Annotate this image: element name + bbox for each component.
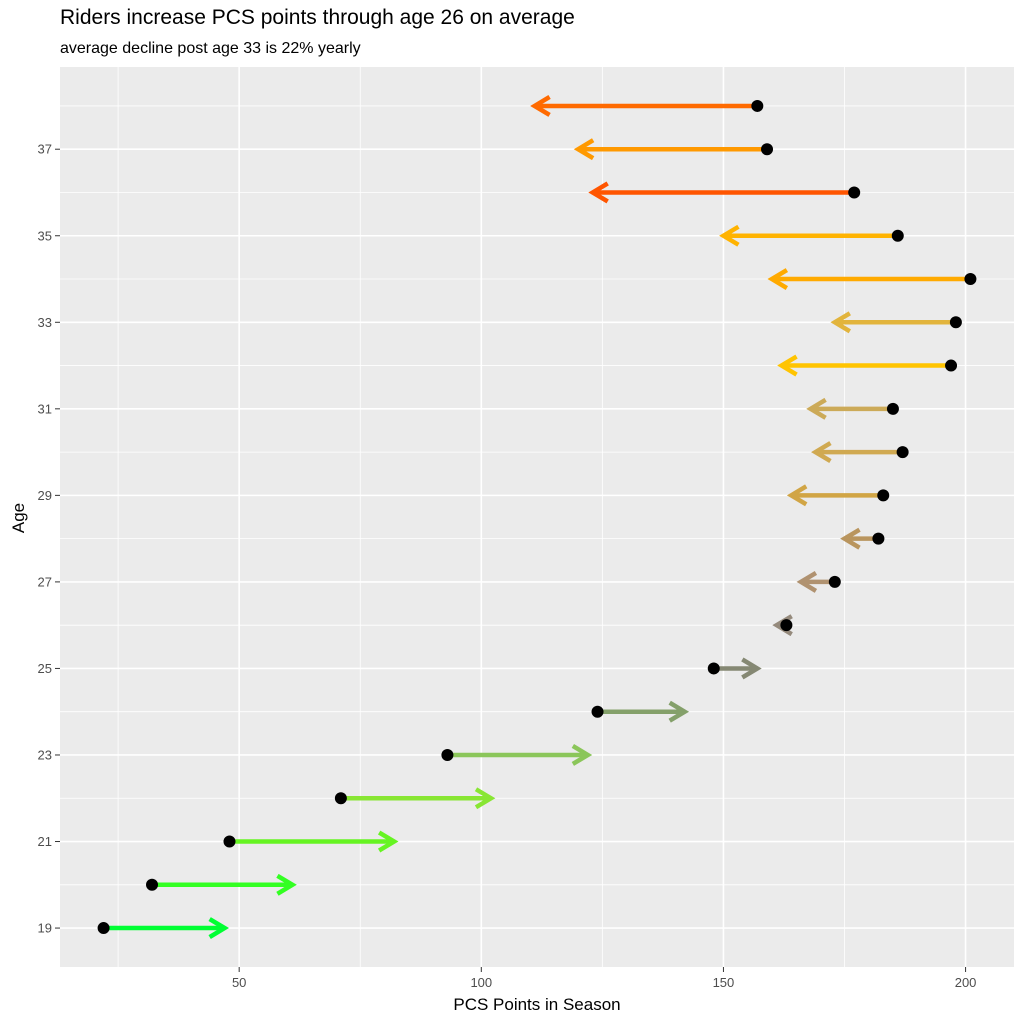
- arrow-head: [777, 354, 798, 377]
- y-tick-label: 35: [38, 228, 52, 243]
- arrow-head: [840, 527, 861, 550]
- y-tick-label: 37: [38, 142, 52, 157]
- grid-lines: [60, 67, 1014, 967]
- arrow-age-34: [767, 268, 971, 290]
- arrow-head: [276, 873, 297, 896]
- y-axis-title: Age: [9, 503, 28, 533]
- start-point-age-27: [828, 575, 841, 588]
- chart-subtitle: average decline post age 33 is 22% yearl…: [60, 40, 361, 57]
- arrow-head: [208, 917, 230, 939]
- start-point-age-37: [761, 143, 774, 156]
- arrow-age-21: [229, 830, 399, 853]
- y-tick-label: 31: [38, 401, 52, 416]
- chart-title: Riders increase PCS points through age 2…: [60, 6, 575, 29]
- arrow-age-22: [340, 787, 496, 810]
- arrow-head: [571, 744, 593, 766]
- arrow-age-25: [713, 657, 762, 680]
- start-point-age-34: [964, 273, 977, 286]
- y-tick-label: 23: [38, 747, 52, 762]
- arrow-head: [772, 614, 793, 637]
- start-point-age-30: [896, 446, 909, 459]
- plot-panel: [60, 67, 1014, 967]
- arrow-head: [377, 830, 399, 853]
- arrow-head: [811, 441, 832, 464]
- arrows: [103, 95, 971, 939]
- start-point-age-36: [848, 186, 861, 199]
- arrow-age-36: [588, 181, 855, 204]
- start-point-age-22: [334, 792, 347, 805]
- arrow-age-33: [830, 311, 956, 334]
- start-points: [97, 99, 977, 935]
- start-point-age-38: [751, 99, 764, 112]
- arrow-age-23: [447, 744, 593, 766]
- arrow-age-19: [103, 917, 230, 939]
- arrow-age-29: [786, 484, 884, 507]
- arrow-head: [796, 570, 818, 593]
- y-tick-label: 33: [38, 315, 52, 330]
- start-point-age-24: [591, 705, 604, 718]
- start-point-age-32: [945, 359, 958, 372]
- arrow-head: [786, 484, 808, 507]
- arrow-age-31: [806, 397, 893, 420]
- arrow-age-37: [573, 138, 768, 161]
- start-point-age-19: [97, 922, 110, 935]
- x-tick-label: 50: [232, 975, 246, 990]
- axis-ticks: 50 100 150 200 19 21 23 25 27 29 31 33 35 37: [38, 142, 977, 990]
- arrow-head: [806, 397, 827, 420]
- arrow-age-20: [152, 873, 297, 896]
- arrow-head: [588, 181, 609, 204]
- x-tick-label: 200: [955, 975, 977, 990]
- arrow-head: [767, 268, 789, 290]
- y-tick-label: 27: [38, 574, 52, 589]
- y-tick-label: 19: [38, 921, 52, 936]
- arrow-head: [474, 787, 496, 810]
- arrow-age-24: [597, 700, 690, 723]
- arrow-head: [830, 311, 851, 334]
- start-point-age-31: [886, 402, 899, 415]
- arrow-head: [573, 138, 595, 161]
- x-axis-title: PCS Points in Season: [453, 995, 620, 1014]
- start-point-age-25: [707, 662, 720, 675]
- start-point-age-33: [949, 316, 962, 329]
- start-point-age-35: [891, 229, 904, 242]
- start-point-age-20: [146, 878, 159, 891]
- y-tick-label: 21: [38, 834, 52, 849]
- x-tick-label: 150: [713, 975, 735, 990]
- start-point-age-26: [780, 619, 793, 632]
- start-point-age-29: [877, 489, 890, 502]
- arrow-head: [668, 700, 690, 723]
- arrow-head: [741, 657, 762, 680]
- start-point-age-23: [441, 748, 454, 761]
- y-tick-label: 29: [38, 488, 52, 503]
- arrow-age-38: [530, 95, 758, 117]
- arrow-age-35: [719, 224, 898, 247]
- arrow-head: [530, 95, 551, 117]
- x-tick-label: 100: [470, 975, 492, 990]
- arrow-age-32: [777, 354, 952, 377]
- arrow-age-30: [811, 441, 903, 464]
- start-point-age-28: [872, 532, 885, 545]
- start-point-age-21: [223, 835, 236, 848]
- y-tick-label: 25: [38, 661, 52, 676]
- arrow-head: [719, 224, 740, 247]
